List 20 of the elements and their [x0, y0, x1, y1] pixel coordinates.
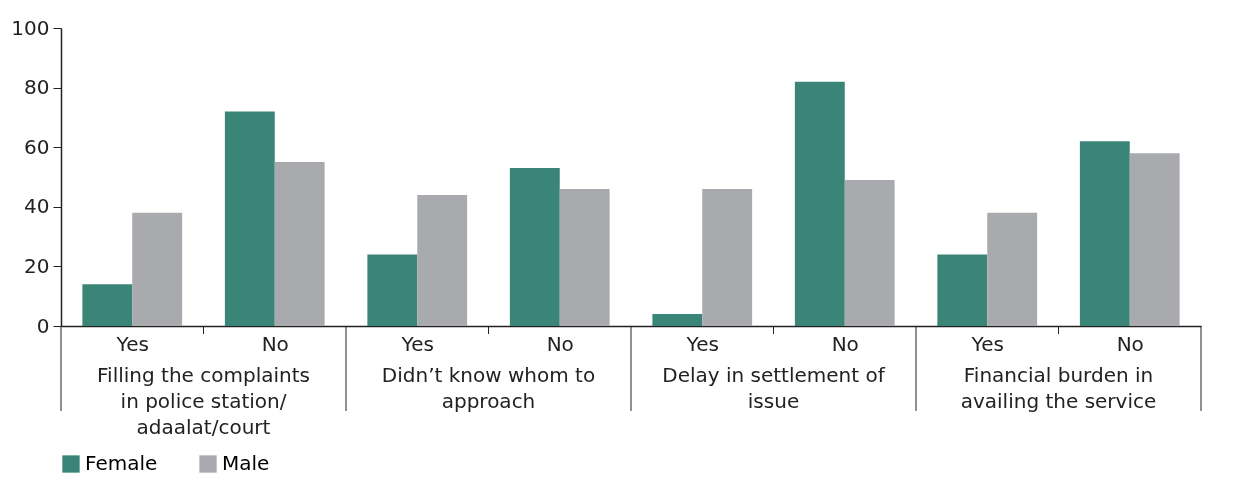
text: Financial burden in availing the service [960, 363, 1157, 413]
x-tick-label: Yes [115, 331, 149, 356]
text: Didn’t know whom to approach [381, 363, 596, 413]
x-tick-label: No [831, 331, 859, 356]
x-tick-label: No [1116, 331, 1144, 356]
y-tick-label: 80 [24, 75, 50, 100]
x-tick-label: Yes [970, 331, 1004, 356]
y-tick-label: 40 [24, 194, 50, 219]
x-tick-label: Yes [400, 331, 434, 356]
legend-label: Female [85, 451, 158, 475]
text: Filling the complaints in police station/ adaalat/court [97, 363, 310, 439]
y-tick-label: 0 [36, 313, 50, 338]
y-tick-label: 60 [24, 134, 50, 159]
x-tick-label: Yes [685, 331, 719, 356]
legend-label: Male [222, 451, 270, 475]
text: Delay in settlement of issue [662, 363, 886, 413]
y-tick-label: 20 [24, 253, 50, 278]
x-tick-label: No [546, 331, 574, 356]
y-tick-label: 100 [11, 15, 50, 40]
x-tick-label: No [261, 331, 289, 356]
